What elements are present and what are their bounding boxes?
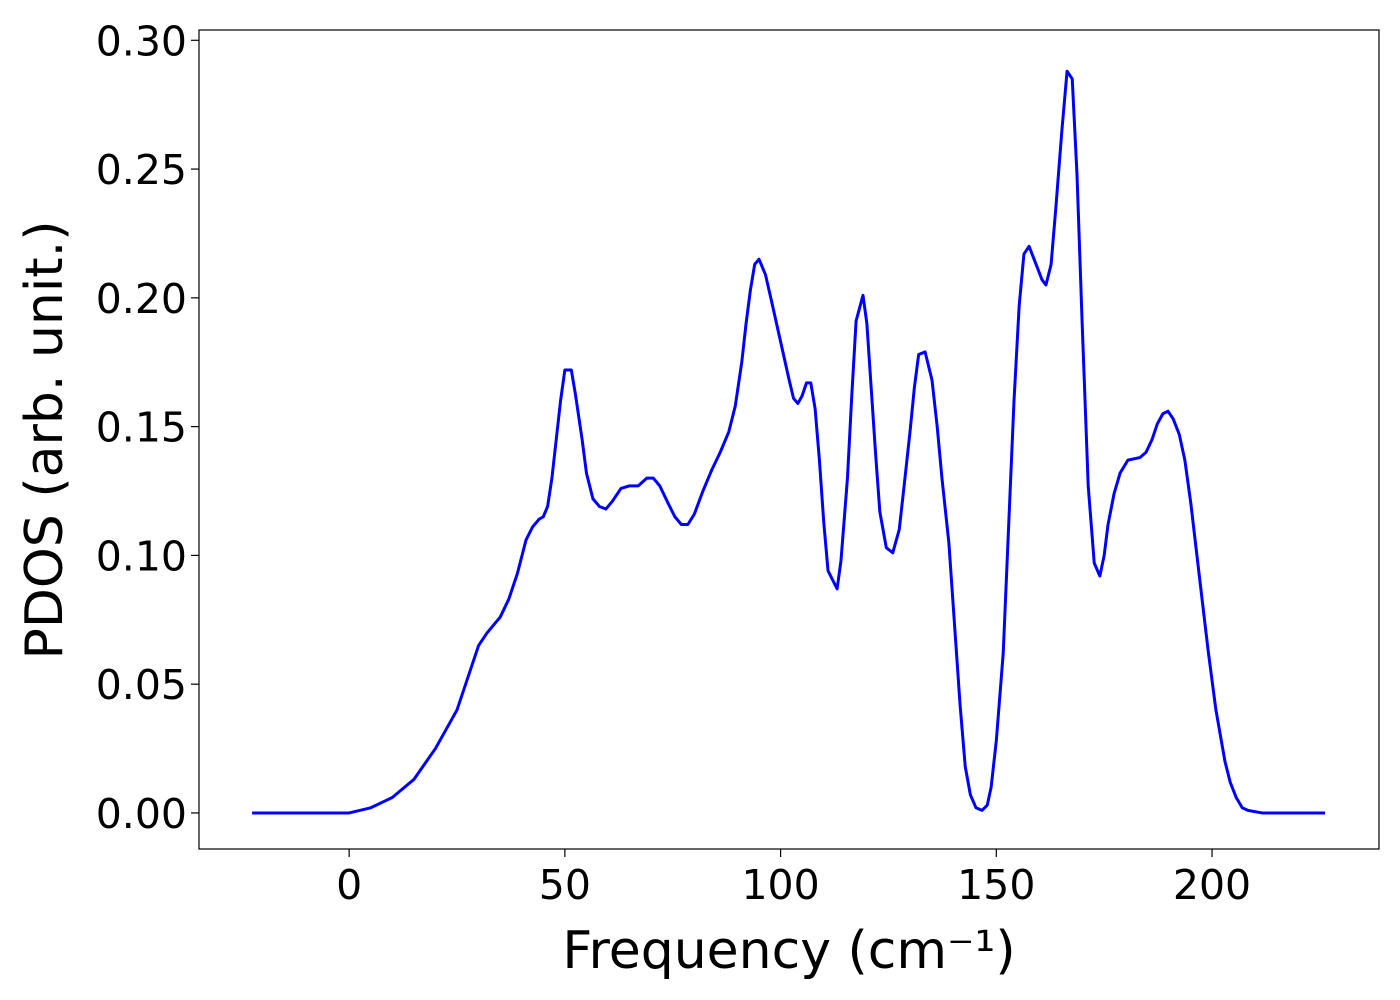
plot-frame — [198, 29, 1380, 850]
y-tick-label: 0.15 — [96, 404, 187, 452]
x-axis-label: Frequency (cm⁻¹) — [562, 921, 1015, 981]
x-tick-label: 150 — [957, 861, 1035, 909]
y-tick-label: 0.00 — [96, 790, 187, 838]
y-axis-label: PDOS (arb. unit.) — [15, 220, 75, 659]
data-line — [252, 69, 1326, 815]
y-tick-label: 0.20 — [96, 275, 187, 323]
y-tick-label: 0.05 — [96, 661, 187, 709]
y-tick-label: 0.10 — [96, 532, 187, 580]
x-tick-label: 50 — [539, 861, 591, 909]
x-tick-label: 100 — [741, 861, 819, 909]
y-tick-label: 0.25 — [96, 146, 187, 194]
y-tick-label: 0.30 — [96, 17, 187, 65]
x-tick-label: 200 — [1173, 861, 1251, 909]
x-tick-label: 0 — [336, 861, 362, 909]
